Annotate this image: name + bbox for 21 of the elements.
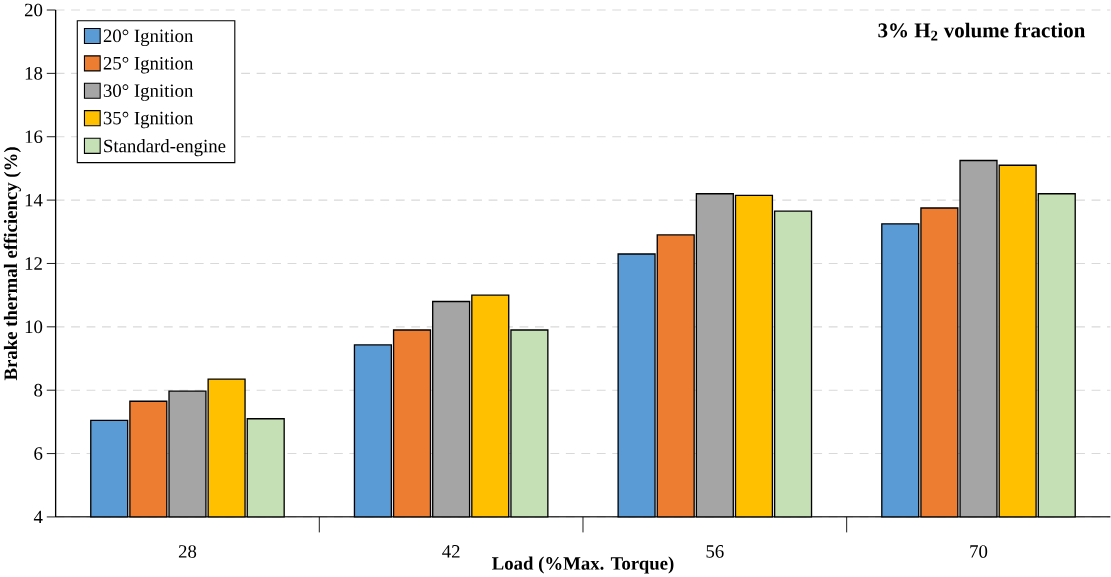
legend-label: 25° Ignition [103,56,194,74]
x-tick-label: 56 [706,545,724,558]
y-tick-label: 16 [25,130,43,143]
y-tick-label: 12 [25,257,42,270]
legend-label: 20° Ignition [103,29,194,46]
legend-label: 30° Ignition [103,84,194,101]
legend-label: 35° Ignition [103,111,194,129]
y-tick-label: 20 [24,3,43,17]
legend-label: Standard-engine [104,138,226,157]
x-tick-label: 28 [178,545,197,558]
x-axis-title: Load (%Max. Torque) [492,556,674,574]
x-tick-label: 70 [970,545,988,558]
y-tick-label: 6 [34,447,43,460]
y-tick-label: 8 [34,383,43,397]
x-tick-label: 42 [442,545,460,558]
y-tick-label: 14 [25,193,43,207]
y-tick-label: 10 [25,320,43,334]
text: 3% H$_{2}$ volume fraction [878,22,1086,41]
y-tick-label: 4 [33,510,43,523]
y-tick-label: 18 [25,66,43,80]
y-axis-title: Brake thermal efficiency (%) [3,147,21,381]
